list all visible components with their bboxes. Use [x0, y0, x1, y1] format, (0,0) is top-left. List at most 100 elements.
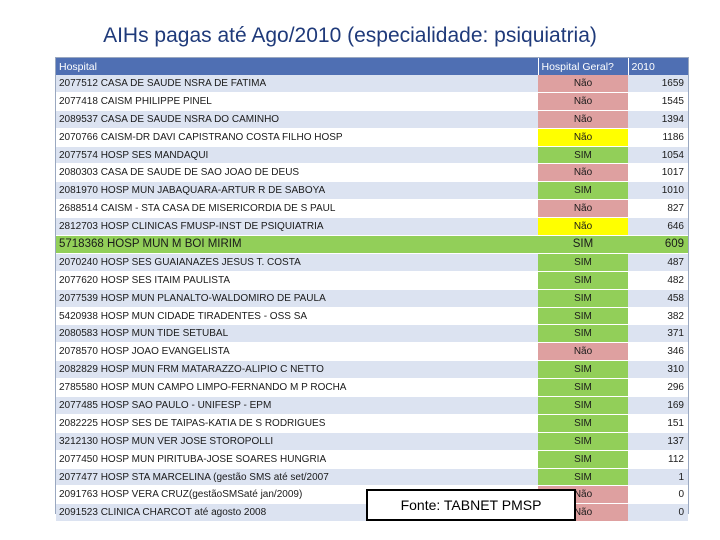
hospital-geral-cell: Não: [538, 128, 628, 147]
hospital-cell: 2077574 HOSP SES MANDAQUI: [56, 146, 538, 165]
table-row: 5718368 HOSP MUN M BOI MIRIM SIM 609: [56, 235, 688, 254]
table-row: 2077418 CAISM PHILIPPE PINEL Não 1545: [56, 92, 688, 111]
hospital-geral-cell: Não: [538, 199, 628, 219]
column-header-hospital: Hospital: [56, 58, 539, 75]
column-header-hospital-geral: Hospital Geral?: [538, 58, 629, 75]
value-cell: 0: [628, 485, 688, 505]
hospital-geral-cell: SIM: [538, 181, 628, 201]
hospital-cell: 2077512 CASA DE SAUDE NSRA DE FATIMA: [56, 75, 538, 93]
value-cell: 1010: [628, 181, 688, 201]
hospital-cell: 2077477 HOSP STA MARCELINA (gestão SMS a…: [56, 468, 538, 487]
hospital-cell: 3212130 HOSP MUN VER JOSE STOROPOLLI: [56, 432, 538, 451]
hospital-cell: 5420938 HOSP MUN CIDADE TIRADENTES - OSS…: [56, 307, 538, 326]
hospital-cell: 2077450 HOSP MUN PIRITUBA-JOSE SOARES HU…: [56, 450, 538, 469]
value-cell: 1545: [628, 92, 688, 111]
table-body: 2077512 CASA DE SAUDE NSRA DE FATIMA Não 1…: [56, 75, 688, 523]
table-row: 2070240 HOSP SES GUAIANAZES JESUS T. COS…: [56, 253, 688, 272]
value-cell: 1186: [628, 128, 688, 147]
hospital-cell: 2688514 CAISM - STA CASA DE MISERICORDIA…: [56, 199, 538, 219]
table-row: 2089537 CASA DE SAUDE NSRA DO CAMINHO Não…: [56, 110, 688, 129]
value-cell: 0: [628, 503, 688, 523]
hospital-geral-cell: SIM: [538, 235, 628, 254]
page-title: AIHs pagas até Ago/2010 (especialidade: …: [103, 24, 597, 47]
table-row: 2077450 HOSP MUN PIRITUBA-JOSE SOARES HU…: [56, 450, 688, 469]
value-cell: 482: [628, 271, 688, 290]
value-cell: 371: [628, 324, 688, 344]
table-row: 2077539 HOSP MUN PLANALTO-WALDOMIRO DE P…: [56, 289, 688, 308]
hospital-geral-cell: Não: [538, 163, 628, 183]
hospital-cell: 2077485 HOSP SAO PAULO - UNIFESP - EPM: [56, 396, 538, 415]
hospital-cell: 2077539 HOSP MUN PLANALTO-WALDOMIRO DE P…: [56, 289, 538, 308]
hospital-cell: 2070766 CAISM-DR DAVI CAPISTRANO COSTA F…: [56, 128, 538, 147]
hospital-geral-cell: SIM: [538, 271, 628, 290]
hospital-geral-cell: SIM: [538, 289, 628, 308]
hospital-geral-cell: Não: [538, 217, 628, 237]
value-cell: 296: [628, 378, 688, 398]
value-cell: 310: [628, 360, 688, 380]
value-cell: 487: [628, 253, 688, 272]
hospital-geral-cell: Não: [538, 75, 628, 93]
hospital-table: Hospital Hospital Geral? 2010 2077512 CA…: [55, 57, 689, 523]
hospital-cell: 2082225 HOSP SES DE TAIPAS-KATIA DE S RO…: [56, 414, 538, 433]
table-row: 5420938 HOSP MUN CIDADE TIRADENTES - OSS…: [56, 307, 688, 326]
hospital-geral-cell: SIM: [538, 360, 628, 380]
table-row: 2082225 HOSP SES DE TAIPAS-KATIA DE S RO…: [56, 414, 688, 433]
hospital-cell: 2077620 HOSP SES ITAIM PAULISTA: [56, 271, 538, 290]
value-cell: 458: [628, 289, 688, 308]
table-row: 2688514 CAISM - STA CASA DE MISERICORDIA…: [56, 199, 688, 219]
value-cell: 382: [628, 307, 688, 326]
hospital-geral-cell: Não: [538, 110, 628, 129]
table-row: 2077574 HOSP SES MANDAQUI SIM 1054: [56, 146, 688, 165]
value-cell: 112: [628, 450, 688, 469]
table-row: 2078570 HOSP JOAO EVANGELISTA Não 346: [56, 342, 688, 362]
hospital-cell: 2081970 HOSP MUN JABAQUARA-ARTUR R DE SA…: [56, 181, 538, 201]
hospital-geral-cell: SIM: [538, 378, 628, 398]
value-cell: 827: [628, 199, 688, 219]
hospital-cell: 2070240 HOSP SES GUAIANAZES JESUS T. COS…: [56, 253, 538, 272]
table-row: 2077477 HOSP STA MARCELINA (gestão SMS a…: [56, 468, 688, 487]
hospital-cell: 2082829 HOSP MUN FRM MATARAZZO-ALIPIO C …: [56, 360, 538, 380]
hospital-geral-cell: SIM: [538, 146, 628, 165]
value-cell: 646: [628, 217, 688, 237]
table-header-row: Hospital Hospital Geral? 2010: [56, 58, 688, 75]
value-cell: 169: [628, 396, 688, 415]
hospital-cell: 2089537 CASA DE SAUDE NSRA DO CAMINHO: [56, 110, 538, 129]
hospital-geral-cell: SIM: [538, 432, 628, 451]
hospital-geral-cell: SIM: [538, 450, 628, 469]
column-header-year: 2010: [628, 58, 688, 75]
hospital-cell: 2078570 HOSP JOAO EVANGELISTA: [56, 342, 538, 362]
source-label: Fonte: TABNET PMSP: [400, 497, 542, 513]
table-row: 2077512 CASA DE SAUDE NSRA DE FATIMA Não 1…: [56, 75, 688, 93]
table-row: 2812703 HOSP CLINICAS FMUSP-INST DE PSIQ…: [56, 217, 688, 237]
value-cell: 1659: [628, 75, 688, 93]
table-row: 2081970 HOSP MUN JABAQUARA-ARTUR R DE SA…: [56, 181, 688, 201]
value-cell: 1017: [628, 163, 688, 183]
source-box: Fonte: TABNET PMSP: [366, 489, 576, 521]
value-cell: 1: [628, 468, 688, 487]
hospital-geral-cell: SIM: [538, 253, 628, 272]
hospital-geral-cell: SIM: [538, 307, 628, 326]
table-row: 2070766 CAISM-DR DAVI CAPISTRANO COSTA F…: [56, 128, 688, 147]
value-cell: 1394: [628, 110, 688, 129]
hospital-geral-cell: SIM: [538, 324, 628, 344]
table-row: 2785580 HOSP MUN CAMPO LIMPO-FERNANDO M …: [56, 378, 688, 398]
value-cell: 1054: [628, 146, 688, 165]
value-cell: 609: [628, 235, 688, 254]
hospital-cell: 5718368 HOSP MUN M BOI MIRIM: [56, 235, 538, 254]
value-cell: 346: [628, 342, 688, 362]
table-row: 2077485 HOSP SAO PAULO - UNIFESP - EPM SI…: [56, 396, 688, 415]
value-cell: 137: [628, 432, 688, 451]
hospital-geral-cell: Não: [538, 342, 628, 362]
value-cell: 151: [628, 414, 688, 433]
table-row: 2082829 HOSP MUN FRM MATARAZZO-ALIPIO C …: [56, 360, 688, 380]
hospital-cell: 2812703 HOSP CLINICAS FMUSP-INST DE PSIQ…: [56, 217, 538, 237]
table-row: 2080583 HOSP MUN TIDE SETUBAL SIM 371: [56, 324, 688, 344]
hospital-cell: 2080303 CASA DE SAUDE DE SAO JOAO DE DEU…: [56, 163, 538, 183]
hospital-geral-cell: SIM: [538, 468, 628, 487]
table-row: 3212130 HOSP MUN VER JOSE STOROPOLLI SIM 1…: [56, 432, 688, 451]
hospital-cell: 2785580 HOSP MUN CAMPO LIMPO-FERNANDO M …: [56, 378, 538, 398]
hospital-geral-cell: SIM: [538, 396, 628, 415]
hospital-geral-cell: SIM: [538, 414, 628, 433]
table-row: 2080303 CASA DE SAUDE DE SAO JOAO DE DEU…: [56, 163, 688, 183]
table-row: 2077620 HOSP SES ITAIM PAULISTA SIM 482: [56, 271, 688, 290]
